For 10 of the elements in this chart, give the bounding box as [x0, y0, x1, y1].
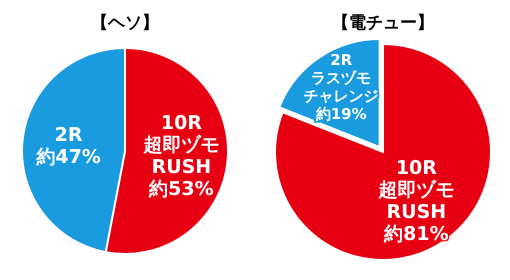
- data-label: 約81%: [382, 223, 450, 246]
- slice-label: 10R 超即ヅモ RUSH: [377, 157, 456, 224]
- data-label: 約53%: [148, 178, 215, 200]
- data-label: 約19%: [314, 105, 368, 124]
- chart-title: 【ヘソ】: [91, 13, 159, 33]
- chart-title: 【電チュー】: [332, 13, 434, 33]
- data-label: 約47%: [35, 146, 102, 168]
- slice-label: 10R 超即ヅモ RUSH: [142, 112, 220, 178]
- slice-label: 2R ラスヅモチャレンジ: [302, 51, 380, 106]
- slice-label: 2R: [54, 124, 84, 146]
